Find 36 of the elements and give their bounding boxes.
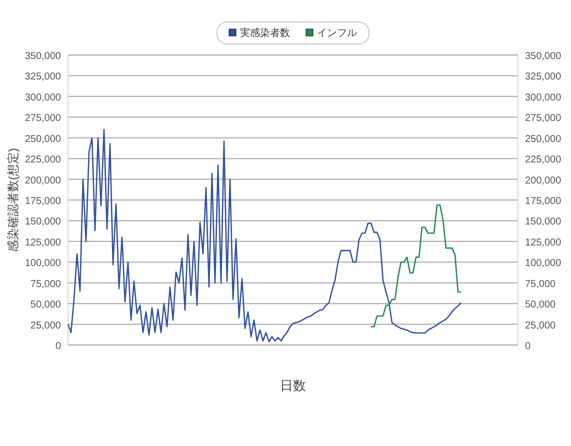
- y-tick-label: 350,000: [24, 51, 62, 62]
- y-tick-label: 150,000: [24, 216, 62, 228]
- y2-tick-label: 50,000: [525, 300, 556, 311]
- y-tick-label: 175,000: [24, 196, 62, 207]
- y-tick-label: 50,000: [30, 300, 62, 311]
- y2-tick-label: 100,000: [525, 258, 562, 270]
- legend-label: インフル: [317, 28, 357, 39]
- y2-tick-label: 125,000: [525, 237, 562, 248]
- y2-tick-label: 250,000: [525, 134, 562, 145]
- y-tick-label: 25,000: [30, 320, 62, 332]
- y-axis-title: 感染確認者数(想定): [6, 148, 20, 252]
- y2-tick-label: 25,000: [525, 320, 556, 332]
- y2-tick-label: 275,000: [525, 113, 562, 124]
- y-tick-label: 300,000: [24, 92, 62, 104]
- y-tick-label: 250,000: [24, 134, 62, 145]
- y-tick-label: 225,000: [24, 154, 62, 166]
- y2-tick-label: 150,000: [525, 216, 562, 228]
- y2-tick-label: 75,000: [525, 278, 556, 290]
- legend-label: 実感染者数: [240, 27, 290, 39]
- line-series: [370, 204, 462, 328]
- y2-tick-label: 175,000: [525, 196, 562, 207]
- line-series: [67, 128, 462, 342]
- y2-tick-label: 350,000: [525, 51, 562, 62]
- y-tick-label: 325,000: [24, 72, 62, 83]
- y-tick-label: 125,000: [24, 237, 62, 248]
- y2-tick-label: 0: [525, 341, 531, 352]
- y2-tick-label: 200,000: [525, 175, 562, 186]
- y-tick-label: 100,000: [24, 258, 62, 270]
- y-tick-label: 275,000: [24, 113, 62, 124]
- x-axis-title: 日数: [280, 378, 306, 393]
- y2-tick-label: 325,000: [525, 72, 562, 83]
- y-tick-label: 75,000: [30, 278, 62, 290]
- y2-tick-label: 300,000: [525, 92, 562, 104]
- y-tick-label: 200,000: [24, 175, 62, 186]
- y-tick-label: 0: [55, 341, 62, 352]
- y2-tick-label: 225,000: [525, 154, 562, 166]
